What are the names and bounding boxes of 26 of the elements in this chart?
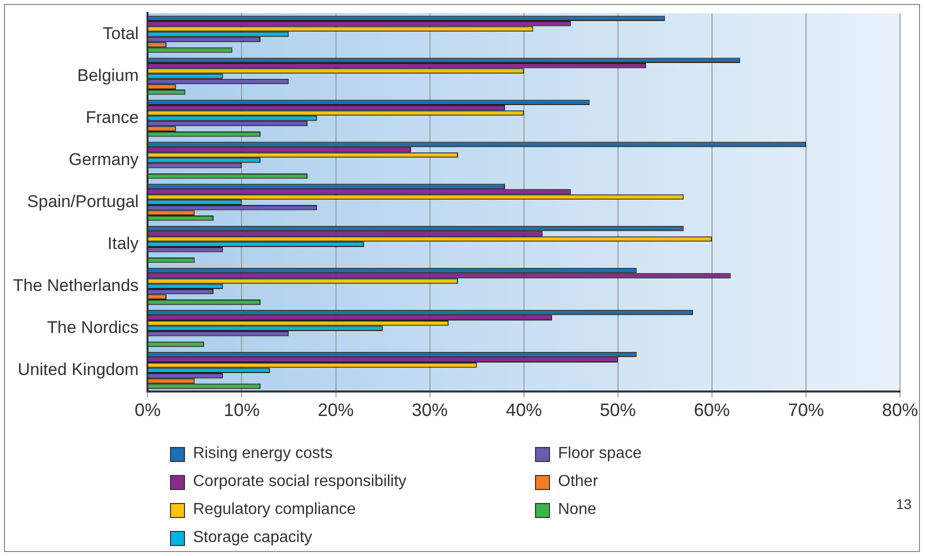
legend-label: Storage capacity [193, 529, 312, 547]
y-tick-label: Italy [107, 234, 140, 254]
x-tick-label: 70% [788, 400, 824, 420]
x-tick-label: 60% [694, 400, 730, 420]
x-tick-label: 30% [412, 400, 448, 420]
legend-label: Rising energy costs [193, 445, 333, 463]
x-tick-label: 10% [224, 400, 260, 420]
legend-label: Floor space [558, 445, 642, 463]
legend-label: None [558, 501, 596, 519]
y-tick-label: United Kingdom [18, 360, 139, 380]
y-tick-label: Spain/Portugal [27, 192, 139, 211]
x-tick-label: 0% [134, 400, 161, 420]
x-tick-label: 80% [882, 400, 918, 420]
legend-label: Corporate social responsibility [193, 473, 406, 491]
x-tick-label: 50% [600, 400, 636, 420]
y-tick-label: The Netherlands [12, 276, 139, 296]
y-tick-label: Germany [68, 150, 140, 169]
y-tick-label: Belgium [77, 66, 139, 85]
y-tick-label: The Nordics [47, 318, 139, 338]
text: 13 [896, 496, 912, 512]
y-tick-label: France [86, 108, 139, 127]
y-tick-label: Total [102, 24, 139, 43]
x-tick-label: 40% [506, 400, 542, 420]
legend-label: Other [558, 473, 598, 491]
x-tick-label: 20% [318, 400, 354, 420]
legend-label: Regulatory compliance [193, 501, 356, 519]
